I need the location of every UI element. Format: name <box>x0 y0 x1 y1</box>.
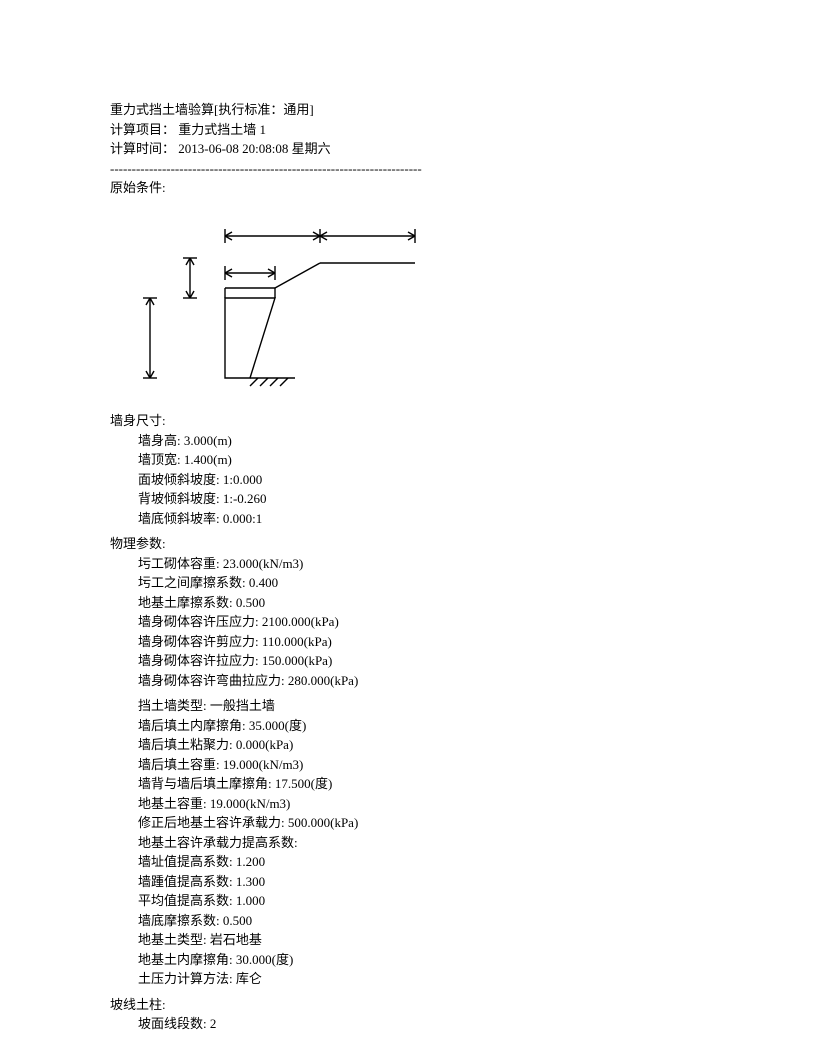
physical-title: 物理参数: <box>110 534 706 554</box>
physical-item: 墙背与墙后填土摩擦角: 17.500(度) <box>110 774 706 794</box>
time-value: 2013-06-08 20:08:08 星期六 <box>178 141 330 156</box>
physical-item: 圬工之间摩擦系数: 0.400 <box>110 573 706 593</box>
physical-item: 墙身砌体容许剪应力: 110.000(kPa) <box>110 632 706 652</box>
doc-title: 重力式挡土墙验算[执行标准：通用] <box>110 100 706 120</box>
project-label: 计算项目： <box>110 122 175 137</box>
physical-item: 土压力计算方法: 库仑 <box>110 969 706 989</box>
physical-item: 墙后填土内摩擦角: 35.000(度) <box>110 716 706 736</box>
physical-item: 墙身砌体容许拉应力: 150.000(kPa) <box>110 651 706 671</box>
wall-dim-title: 墙身尺寸: <box>110 411 706 431</box>
physical-item: 挡土墙类型: 一般挡土墙 <box>110 696 706 716</box>
physical-item: 墙址值提高系数: 1.200 <box>110 852 706 872</box>
time-line: 计算时间： 2013-06-08 20:08:08 星期六 <box>110 139 706 159</box>
wall-dim-item: 墙底倾斜坡率: 0.000:1 <box>110 509 706 529</box>
wall-dim-item: 背坡倾斜坡度: 1:-0.260 <box>110 489 706 509</box>
project-line: 计算项目： 重力式挡土墙 1 <box>110 120 706 140</box>
physical-item: 地基土摩擦系数: 0.500 <box>110 593 706 613</box>
physical-item: 地基土容许承载力提高系数: <box>110 833 706 853</box>
physical-item: 地基土内摩擦角: 30.000(度) <box>110 950 706 970</box>
physical-item: 墙身砌体容许弯曲拉应力: 280.000(kPa) <box>110 671 706 691</box>
physical-item: 墙踵值提高系数: 1.300 <box>110 872 706 892</box>
physical-item: 墙身砌体容许压应力: 2100.000(kPa) <box>110 612 706 632</box>
physical-item: 地基土类型: 岩石地基 <box>110 930 706 950</box>
slope-item: 坡面线段数: 2 <box>110 1014 706 1034</box>
physical-item: 墙后填土粘聚力: 0.000(kPa) <box>110 735 706 755</box>
physical-item: 圬工砌体容重: 23.000(kN/m3) <box>110 554 706 574</box>
wall-dim-item: 面坡倾斜坡度: 1:0.000 <box>110 470 706 490</box>
physical-item: 平均值提高系数: 1.000 <box>110 891 706 911</box>
project-value: 重力式挡土墙 1 <box>178 122 266 137</box>
physical-item: 墙底摩擦系数: 0.500 <box>110 911 706 931</box>
divider: ----------------------------------------… <box>110 159 706 179</box>
original-conditions: 原始条件: <box>110 178 706 198</box>
physical-item: 修正后地基土容许承载力: 500.000(kPa) <box>110 813 706 833</box>
physical-item: 地基土容重: 19.000(kN/m3) <box>110 794 706 814</box>
wall-diagram <box>130 218 706 394</box>
document-page: 重力式挡土墙验算[执行标准：通用] 计算项目： 重力式挡土墙 1 计算时间： 2… <box>0 0 816 1056</box>
wall-dim-item: 墙顶宽: 1.400(m) <box>110 450 706 470</box>
physical-item: 墙后填土容重: 19.000(kN/m3) <box>110 755 706 775</box>
wall-dim-item: 墙身高: 3.000(m) <box>110 431 706 451</box>
slope-title: 坡线土柱: <box>110 995 706 1015</box>
time-label: 计算时间： <box>110 141 175 156</box>
